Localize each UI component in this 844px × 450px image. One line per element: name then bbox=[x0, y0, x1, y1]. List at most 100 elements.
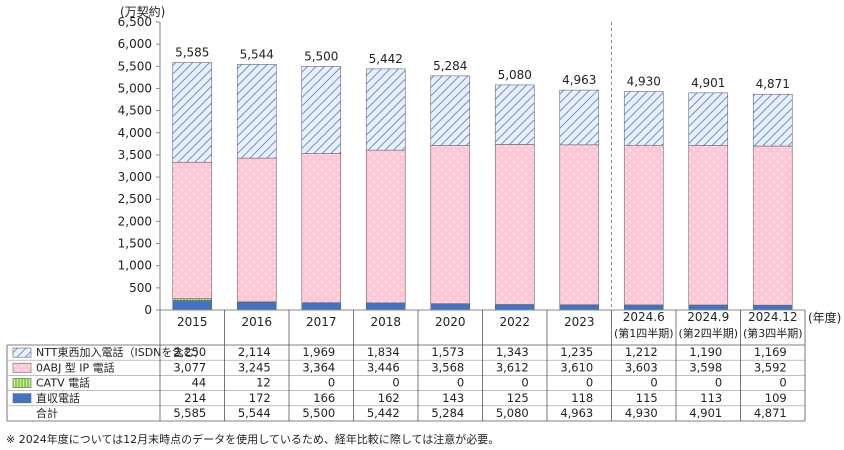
table-cell: 0 bbox=[650, 376, 657, 390]
table-cell: 172 bbox=[249, 391, 271, 405]
table-cell-total: 5,080 bbox=[496, 406, 529, 420]
y-tick-label: 5,500 bbox=[118, 59, 152, 73]
y-tick-label: 500 bbox=[129, 281, 152, 295]
table-cell-total: 4,901 bbox=[689, 406, 722, 420]
table-cell: 3,568 bbox=[431, 360, 464, 374]
table-row-label: CATV 電話 bbox=[36, 376, 90, 390]
bar-segment-ip bbox=[752, 145, 793, 306]
table-cell: 0 bbox=[457, 376, 464, 390]
table-cell: 3,612 bbox=[496, 360, 529, 374]
bar-segment-ip bbox=[430, 145, 471, 304]
total-value-label: 5,284 bbox=[433, 59, 467, 73]
bar-segment-ntt bbox=[559, 89, 600, 146]
table-cell: 3,364 bbox=[302, 360, 335, 374]
footnote: ※ 2024年度については12月末時点のデータを使用しているため、経年比較に際し… bbox=[6, 433, 500, 446]
bar-segment-ip bbox=[365, 149, 406, 304]
bar-segment-ntt bbox=[430, 75, 471, 146]
table-cell: 1,190 bbox=[689, 345, 722, 359]
table-cell: 3,603 bbox=[625, 360, 658, 374]
bar-segment-ntt bbox=[172, 62, 213, 163]
table-cell: 1,969 bbox=[302, 345, 335, 359]
bar-segment-ip bbox=[494, 144, 535, 305]
legend-swatch-ip bbox=[12, 362, 32, 373]
total-value-label: 5,544 bbox=[240, 47, 274, 61]
bar-segment-ntt bbox=[365, 68, 406, 151]
table-cell: 2,250 bbox=[173, 345, 206, 359]
x-category-label: 2022 bbox=[499, 315, 530, 329]
x-unit-label: (年度) bbox=[808, 310, 841, 325]
table-cell: 118 bbox=[571, 391, 593, 405]
table-cell: 2,114 bbox=[238, 345, 271, 359]
table-row-label: 0ABJ 型 IP 電話 bbox=[36, 360, 115, 374]
table-cell: 44 bbox=[192, 376, 207, 390]
bar-segment-direct bbox=[430, 303, 471, 311]
table-cell: 115 bbox=[636, 391, 658, 405]
table-cell: 3,598 bbox=[689, 360, 722, 374]
table-cell: 0 bbox=[586, 376, 593, 390]
x-category-label: 2024.9 bbox=[687, 310, 729, 324]
y-tick-label: 3,000 bbox=[118, 170, 152, 184]
y-tick-label: 5,000 bbox=[118, 81, 152, 95]
total-value-label: 5,080 bbox=[498, 68, 532, 82]
bar-segment-ntt bbox=[623, 91, 664, 146]
bar-segment-ip bbox=[688, 145, 729, 306]
x-category-label: 2017 bbox=[306, 315, 337, 329]
y-tick-label: 1,500 bbox=[118, 237, 152, 251]
table-cell: 0 bbox=[521, 376, 528, 390]
table-cell-total: 5,442 bbox=[367, 406, 400, 420]
table-cell: 3,077 bbox=[173, 360, 206, 374]
x-category-sublabel: (第1四半期) bbox=[614, 326, 674, 340]
table-cell: 1,834 bbox=[367, 345, 400, 359]
total-value-label: 5,585 bbox=[175, 46, 209, 60]
table-cell: 166 bbox=[313, 391, 335, 405]
bar-segment-direct bbox=[236, 302, 277, 311]
bar-segment-ip bbox=[301, 153, 342, 303]
y-tick-label: 1,000 bbox=[118, 259, 152, 273]
table-cell-total: 4,963 bbox=[560, 406, 593, 420]
x-category-sublabel: (第2四半期) bbox=[678, 326, 738, 340]
table-cell: 1,573 bbox=[431, 345, 464, 359]
total-labels: 5,585 5,544 5,500 5,442 5,284 5,080 4,963 4,930… bbox=[175, 46, 790, 92]
x-category-label: 2016 bbox=[241, 315, 272, 329]
table-cell: 12 bbox=[256, 376, 271, 390]
total-value-label: 5,442 bbox=[369, 52, 403, 66]
table-cell: 0 bbox=[779, 376, 786, 390]
bar-segment-ntt bbox=[752, 93, 793, 147]
bar-segment-direct bbox=[494, 304, 535, 311]
y-tick-label: 6,500 bbox=[118, 15, 152, 29]
table-cell: 3,592 bbox=[754, 360, 787, 374]
bar-segment-direct bbox=[559, 304, 600, 311]
bar-segment-direct bbox=[172, 300, 213, 311]
y-tick-label: 6,000 bbox=[118, 37, 152, 51]
total-value-label: 5,500 bbox=[304, 49, 338, 63]
x-category-sublabel: (第3四半期) bbox=[743, 326, 803, 340]
bar-segment-ntt bbox=[236, 64, 277, 159]
y-tick-label: 2,500 bbox=[118, 192, 152, 206]
x-category-label: 2023 bbox=[564, 315, 595, 329]
data-table: 2015 2016 2017 2018 2020 2022 2023 2024.6 (第1四半期… bbox=[6, 310, 806, 422]
table-cell-total: 4,930 bbox=[625, 406, 658, 420]
table-cell: 1,212 bbox=[625, 345, 658, 359]
y-tick-label: 4,500 bbox=[118, 104, 152, 118]
y-unit-label: (万契約) bbox=[120, 4, 165, 19]
table-cell: 143 bbox=[442, 391, 464, 405]
total-value-label: 4,930 bbox=[627, 75, 661, 89]
y-tick-label: 3,500 bbox=[118, 148, 152, 162]
table-cell: 1,169 bbox=[754, 345, 787, 359]
x-category-label: 2018 bbox=[370, 315, 401, 329]
bar-segment-ip bbox=[172, 161, 213, 299]
table-cell: 3,610 bbox=[560, 360, 593, 374]
table-row-label: NTT東西加入電話（ISDNを含む） bbox=[36, 345, 205, 359]
table-cell: 1,235 bbox=[560, 345, 593, 359]
bar-segment-ntt bbox=[494, 84, 535, 145]
table-cell: 109 bbox=[765, 391, 787, 405]
x-category-label: 2024.6 bbox=[623, 310, 665, 324]
bar-area bbox=[160, 22, 805, 311]
table-cell: 0 bbox=[328, 376, 335, 390]
bar-segment-ip bbox=[623, 144, 664, 306]
table-cell: 0 bbox=[715, 376, 722, 390]
table-cell: 113 bbox=[700, 391, 722, 405]
table-cell-total: 5,544 bbox=[238, 406, 271, 420]
legend-swatch-ntt bbox=[12, 347, 32, 358]
